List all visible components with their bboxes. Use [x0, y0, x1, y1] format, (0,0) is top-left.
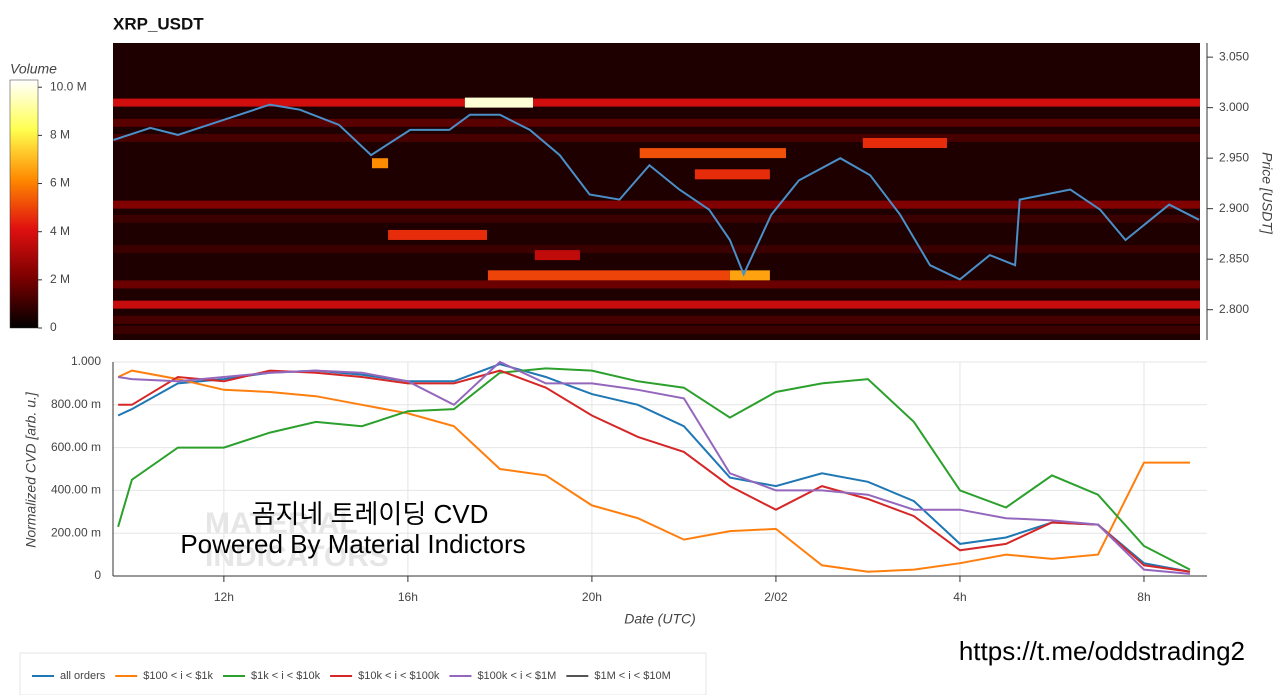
watermark-logo: INDICATORS — [205, 540, 389, 573]
y-tick-label: 400.00 m — [51, 483, 101, 497]
liquidity-wall — [487, 270, 730, 281]
watermark-subtitle: Powered By Material Indictors — [180, 529, 525, 559]
colorbar-tick-label: 8 M — [50, 128, 70, 142]
x-tick-label: 16h — [398, 590, 418, 604]
liquidity-wall — [464, 97, 533, 108]
colorbar — [9, 79, 39, 329]
x-tick-label: 2/02 — [764, 590, 788, 604]
liquidity-band — [113, 325, 1200, 334]
legend-label: $1k < i < $10k — [251, 670, 321, 682]
liquidity-band — [113, 200, 1200, 209]
y-tick-label: 2.850 — [1219, 251, 1249, 265]
cvd-line — [117, 367, 1191, 571]
legend-label: $1M < i < $10M — [594, 670, 670, 682]
cvd-line — [118, 369, 1191, 573]
liquidity-band — [113, 98, 1200, 107]
y-tick-label: 2.950 — [1219, 150, 1249, 164]
liquidity-band — [113, 245, 1200, 254]
heatmap-background — [113, 43, 1200, 340]
liquidity-wall — [862, 138, 947, 149]
watermark-title: 곰지네 트레이딩 CVD — [252, 499, 489, 529]
legend-label: $100 < i < $1k — [143, 670, 213, 682]
liquidity-wall — [639, 148, 786, 159]
price-line — [113, 103, 1200, 281]
liquidity-band — [113, 118, 1200, 127]
liquidity-wall — [534, 250, 580, 261]
legend-label: all orders — [60, 670, 106, 682]
y-tick-label: 0 — [94, 568, 101, 582]
y-tick-label: 2.800 — [1219, 302, 1249, 316]
link: https://t.me/oddstrading2 — [959, 636, 1245, 666]
y-tick-label: 200.00 m — [51, 525, 101, 539]
liquidity-wall — [729, 270, 770, 281]
cvd-line — [117, 360, 1191, 575]
liquidity-band — [113, 315, 1200, 324]
colorbar-tick-label: 0 — [50, 320, 57, 334]
x-tick-label: 20h — [582, 590, 602, 604]
liquidity-wall — [371, 158, 389, 169]
y-tick-label: 3.050 — [1219, 49, 1249, 63]
colorbar-tick-label: 6 M — [50, 176, 70, 190]
liquidity-band — [113, 300, 1200, 309]
legend-label: $10k < i < $100k — [358, 670, 440, 682]
colorbar-tick-label: 2 M — [50, 272, 70, 286]
liquidity-wall — [388, 229, 487, 240]
legend-box — [19, 652, 707, 695]
y-tick-label: 2.900 — [1219, 201, 1249, 215]
colorbar-tick-label: 4 M — [50, 224, 70, 238]
y-axis-label: Normalized CVD [arb. u.] — [23, 391, 39, 548]
y-axis-label: Price [USDT] — [1259, 152, 1275, 235]
colorbar-tick-label: 10.0 M — [50, 79, 87, 93]
x-tick-label: 12h — [214, 590, 234, 604]
legend-label: $100k < i < $1M — [477, 670, 556, 682]
y-tick-label: 600.00 m — [51, 440, 101, 454]
liquidity-band — [113, 133, 1200, 142]
liquidity-wall — [694, 169, 770, 180]
y-tick-label: 1.000 — [71, 354, 101, 368]
y-tick-label: 3.000 — [1219, 100, 1249, 114]
y-tick-label: 800.00 m — [51, 397, 101, 411]
x-tick-label: 8h — [1137, 590, 1150, 604]
colorbar-label: Volume — [10, 61, 57, 77]
heatmap — [113, 97, 1200, 334]
cvd-line — [117, 369, 1190, 573]
liquidity-band — [113, 280, 1200, 289]
x-axis-label: Date (UTC) — [624, 611, 696, 627]
liquidity-band — [113, 214, 1200, 223]
x-tick-label: 4h — [953, 590, 966, 604]
watermark-logo: MATERIAL — [205, 507, 358, 540]
chart-title: XRP_USDT — [113, 14, 204, 33]
